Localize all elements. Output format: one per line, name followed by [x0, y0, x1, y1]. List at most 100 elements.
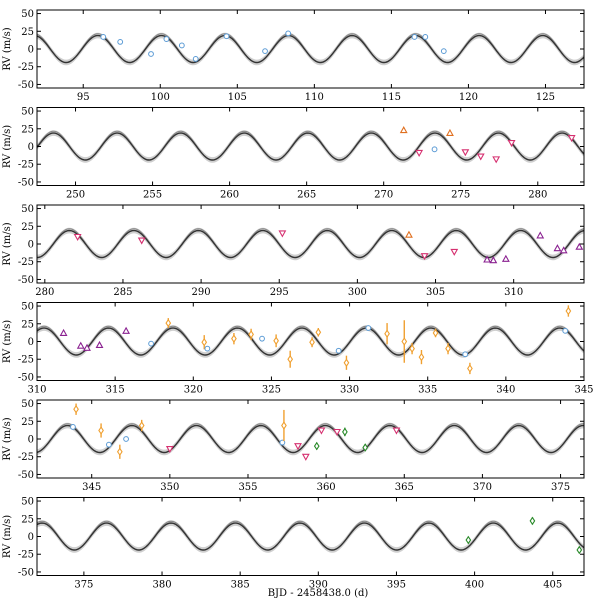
x-tick-label: 350 [160, 482, 179, 493]
x-tick-label: 325 [262, 385, 281, 396]
x-axis-title: BJD - 2458438.0 (d) [268, 588, 369, 599]
model-band [37, 32, 584, 66]
rv-point-diamond [281, 421, 287, 430]
rv-point-triangle-up [446, 128, 454, 136]
x-tick-label: 320 [184, 385, 203, 396]
y-tick-label: 50 [21, 302, 34, 313]
rv-point-diamond [418, 352, 425, 362]
model-curve [37, 229, 584, 259]
rv-point-diamond [273, 336, 279, 346]
y-tick-label: -25 [18, 355, 34, 366]
y-tick-label: -50 [18, 470, 34, 481]
rv-point-circle [163, 36, 170, 42]
rv-point-triangle-down [333, 428, 342, 437]
rv-point-diamond [309, 337, 315, 347]
rv-point-triangle-down [137, 237, 146, 245]
rv-point-circle [440, 48, 447, 55]
rv-point-diamond [165, 318, 172, 328]
plot-area [37, 516, 584, 555]
x-tick-label: 405 [543, 580, 562, 591]
rv-point-triangle-up [536, 231, 545, 239]
x-tick-label: 285 [113, 287, 132, 298]
rv-point-triangle-down [492, 156, 501, 164]
rv-point-triangle-up [405, 230, 413, 238]
panel-1: -50 -25 0 25 50 95 100 105 110 115 120 125 RV (m/s) [2, 9, 585, 103]
model-curve [37, 522, 584, 551]
y-tick-label: -50 [18, 177, 34, 188]
rv-point-diamond [116, 447, 123, 457]
rv-point-triangle-down [294, 443, 302, 451]
rv-point-triangle-down [278, 230, 287, 238]
x-tick-label: 345 [574, 385, 593, 396]
rv-point-circle [70, 424, 76, 430]
y-axis-title: RV (m/s) [2, 320, 13, 363]
y-axis-title: RV (m/s) [2, 125, 13, 168]
x-tick-label: 295 [270, 287, 289, 298]
rv-point-triangle-down [420, 253, 429, 261]
panel-frame [36, 9, 585, 89]
rv-point-circle [259, 335, 265, 342]
y-axis-title: RV (m/s) [2, 515, 13, 558]
y-tick-label: 0 [28, 337, 34, 348]
rv-point-diamond [231, 334, 237, 343]
rv-point-circle [223, 33, 230, 40]
rv-point-diamond [342, 427, 348, 437]
y-tick-label: -50 [18, 275, 34, 286]
y-tick-label: 0 [28, 240, 34, 251]
y-tick-label: -25 [18, 452, 34, 463]
x-tick-label: 370 [473, 482, 492, 493]
y-tick-label: 25 [21, 417, 34, 428]
rv-point-diamond [467, 364, 473, 373]
rv-point-triangle-down [165, 445, 174, 454]
rv-point-diamond [565, 306, 572, 316]
y-tick-label: 0 [28, 142, 34, 153]
rv-point-triangle-down [392, 427, 401, 435]
x-tick-label: 280 [528, 190, 547, 201]
model-curve-alt [37, 130, 584, 161]
rv-point-diamond [576, 545, 583, 555]
rv-point-diamond [73, 404, 79, 414]
panel-frame [36, 107, 585, 186]
rv-point-circle [105, 441, 112, 448]
x-tick-label: 355 [238, 482, 257, 493]
rv-point-triangle-up [76, 341, 85, 349]
model-band [37, 520, 584, 553]
rv-point-triangle-down [507, 140, 516, 148]
rv-point-triangle-up [83, 343, 91, 351]
y-tick-label: 50 [21, 204, 34, 215]
rv-point-triangle-up [122, 326, 131, 334]
y-tick-label: 25 [21, 222, 34, 233]
x-tick-label: 125 [536, 92, 555, 103]
x-tick-label: 275 [451, 190, 470, 201]
x-tick-label: 260 [220, 190, 239, 201]
rv-point-circle [365, 325, 372, 331]
rv-point-diamond [248, 330, 254, 339]
rv-point-circle [422, 34, 429, 40]
rv-point-diamond [445, 344, 451, 353]
panel-4: -50 -25 0 25 50 310 315 320 325 330 335 340 345 RV (m… [2, 302, 594, 396]
plot-area [37, 126, 584, 164]
model-curve [37, 34, 584, 64]
y-tick-label: 50 [21, 9, 34, 20]
y-axis-title: RV (m/s) [2, 27, 13, 70]
rv-point-diamond [313, 441, 320, 451]
rv-point-diamond [401, 337, 408, 346]
panel-3: -50 -25 0 25 50 280 285 290 295 300 305 310 RV (m/s) [2, 204, 585, 298]
rv-point-triangle-up [483, 255, 492, 263]
rv-point-diamond [529, 516, 536, 526]
y-tick-label: -50 [18, 567, 34, 578]
rv-point-triangle-down [415, 149, 424, 158]
y-tick-label: 25 [21, 124, 34, 135]
panel-6: -50 -25 0 25 50 375 380 385 390 395 400 405 RV (m/s) [2, 497, 585, 591]
rv-point-circle [117, 39, 124, 45]
y-tick-label: 50 [21, 399, 34, 410]
plot-area [37, 403, 584, 461]
x-tick-label: 345 [82, 482, 101, 493]
rv-point-triangle-down [317, 427, 326, 435]
panel-2: -50 -25 0 25 50 250 255 260 265 270 275 280 RV (m/s) [2, 107, 585, 201]
rv-point-triangle-up [575, 242, 584, 250]
x-tick-label: 400 [465, 580, 484, 591]
x-tick-label: 310 [504, 287, 523, 298]
rv-point-circle [192, 56, 199, 62]
